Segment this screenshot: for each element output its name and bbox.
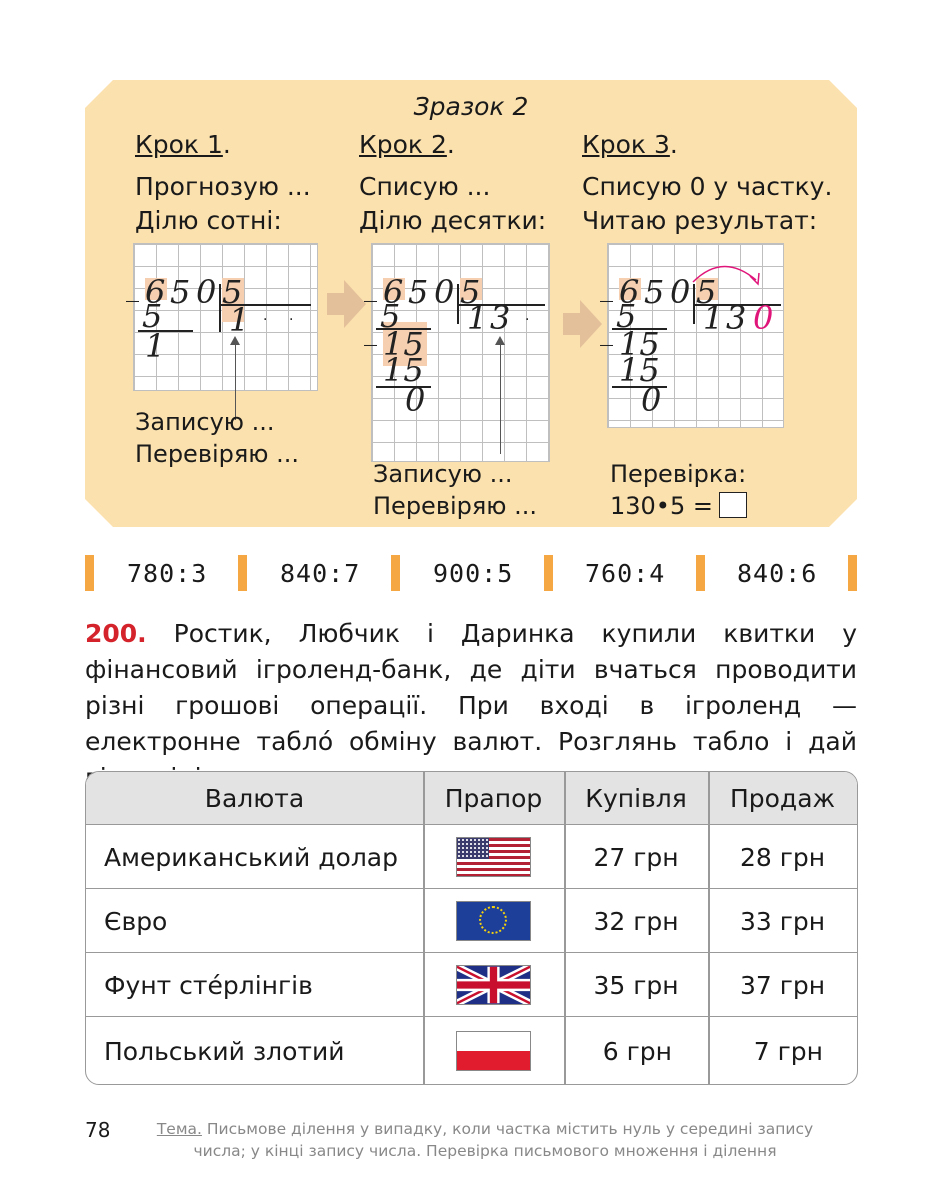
subtrahend: 5 <box>616 297 637 335</box>
dividend-digit: 6 <box>619 273 640 311</box>
step-text: Ділю сотні: <box>135 206 282 235</box>
divisor: 5 <box>460 273 481 311</box>
quotient-zero: 0 <box>753 299 774 337</box>
page-number: 78 <box>85 1118 111 1142</box>
buy-rate: 6 грн <box>602 1036 672 1066</box>
theme-label: Тема. <box>156 1120 202 1138</box>
step-label: Крок 1 <box>135 130 223 159</box>
header-cell: Прапор <box>444 783 543 813</box>
subtrahend: 15 <box>383 351 424 389</box>
table-header: Валюта Прапор Купівля Продаж <box>86 772 857 824</box>
division-grid-3: _ 6 5 0 5 1 3 0 5 _ 15 15 0 <box>607 243 784 428</box>
division-grid-2: _ 6 5 0 5 1 3 · 5 _ 15 15 0 <box>371 243 550 462</box>
currency-name: Американський долар <box>104 842 398 872</box>
example: 780:3 <box>127 559 208 588</box>
dividend-digit: 5 <box>408 273 429 311</box>
eu-flag-icon <box>456 901 531 941</box>
highlight-cell <box>222 278 244 322</box>
table-row: Американський долар 27 грн 28 грн <box>86 824 857 889</box>
sell-rate: 7 грн <box>753 1036 823 1066</box>
quotient-digit: 1 <box>467 299 488 337</box>
remainder: 1 <box>145 327 166 365</box>
step-text: Списую 0 у частку. <box>582 172 833 201</box>
uk-flag-icon <box>456 965 531 1005</box>
quotient-digit: 1 <box>229 301 250 339</box>
quotient-digit: 3 <box>490 299 511 337</box>
example: 840:6 <box>737 559 818 588</box>
sample-title: Зразок 2 <box>413 92 529 121</box>
pointer-arrow <box>500 344 501 454</box>
subtrahend: 5 <box>380 297 401 335</box>
remainder: 0 <box>641 381 662 419</box>
check-expression: 130•5 = <box>610 492 713 520</box>
quotient-digit: 1 <box>703 299 724 337</box>
answer-box[interactable] <box>719 492 747 518</box>
currency-name: Польський злотий <box>104 1036 345 1066</box>
dividend-digit: 5 <box>644 273 665 311</box>
table-row: Фунт сте́рлінгів 35 грн 37 грн <box>86 952 857 1017</box>
step-text: Прогнозую ... <box>135 172 311 201</box>
header-cell: Продаж <box>729 783 836 813</box>
partial-dividend: 15 <box>619 325 660 363</box>
divisor: 5 <box>696 273 717 311</box>
step-2: Крок 2. Списую ... Ділю десятки: <box>359 128 546 238</box>
divisor: 5 <box>222 273 243 311</box>
exchange-table: Валюта Прапор Купівля Продаж Американськ… <box>85 771 858 1085</box>
step-1-notes: Записую ... Перевіряю ... <box>135 406 299 470</box>
sell-rate: 33 грн <box>739 906 826 936</box>
buy-rate: 35 грн <box>593 970 679 1000</box>
quotient-digit: 3 <box>726 299 747 337</box>
task-number: 200. <box>85 619 147 648</box>
carry-arrow <box>688 258 768 290</box>
dividend-digit: 0 <box>434 273 455 311</box>
subtrahend: 5 <box>142 297 163 335</box>
note-line: Перевірка: <box>610 460 747 488</box>
task-200: 200. Ростик, Любчик і Даринка купили кви… <box>85 616 857 796</box>
sample-box: Зразок 2 Крок 1. Прогнозую ... Ділю сотн… <box>85 80 857 527</box>
step-text: Списую ... <box>359 172 491 201</box>
highlight-cell <box>145 278 167 300</box>
step-3: Крок 3. Списую 0 у частку. Читаю результ… <box>582 128 832 238</box>
partial-dividend: 15 <box>383 325 424 363</box>
pl-flag-icon <box>456 1031 531 1071</box>
step-text: Читаю результат: <box>582 206 818 235</box>
sell-rate: 28 грн <box>739 842 826 872</box>
step-text: Ділю десятки: <box>359 206 547 235</box>
pointer-arrow <box>235 344 236 420</box>
dividend-digit: 0 <box>670 273 691 311</box>
buy-rate: 32 грн <box>593 906 679 936</box>
subtrahend: 15 <box>619 351 660 389</box>
table-row: Польський злотий 6 грн 7 грн <box>86 1016 857 1084</box>
sell-rate: 37 грн <box>739 970 826 1000</box>
dividend-digit: 5 <box>170 273 191 311</box>
step-2-notes: Записую ... Перевіряю ... <box>373 458 537 522</box>
header-cell: Купівля <box>585 783 687 813</box>
note-line: Записую ... <box>373 460 513 488</box>
us-flag-icon <box>456 837 531 877</box>
table-row: Євро 32 грн 33 грн <box>86 888 857 953</box>
remainder: 0 <box>405 381 426 419</box>
note-line: Перевіряю ... <box>373 492 538 520</box>
dividend-digit: 6 <box>383 273 404 311</box>
step-1: Крок 1. Прогнозую ... Ділю сотні: <box>135 128 311 238</box>
note-line: Записую ... <box>135 408 275 436</box>
step-3-notes: Перевірка: 130•5 = <box>610 458 747 522</box>
theme-text: Письмове ділення у випадку, коли частка … <box>193 1120 814 1160</box>
division-grid-1: _ 6 5 0 5 1 · · 5 1 <box>133 243 318 391</box>
step-label: Крок 2 <box>359 130 447 159</box>
buy-rate: 27 грн <box>593 842 679 872</box>
currency-name: Євро <box>104 906 168 936</box>
example: 900:5 <box>433 559 514 588</box>
dividend-digit: 6 <box>145 273 166 311</box>
step-label: Крок 3 <box>582 130 670 159</box>
dividend-digit: 0 <box>196 273 217 311</box>
example: 840:7 <box>280 559 361 588</box>
examples-row: 780:3 840:7 900:5 760:4 840:6 <box>85 555 857 591</box>
header-cell: Валюта <box>204 783 305 813</box>
currency-name: Фунт сте́рлінгів <box>104 970 313 1000</box>
theme-note: Тема. Письмове ділення у випадку, коли ч… <box>135 1118 835 1162</box>
task-text: Ростик, Любчик і Даринка купили квитки у… <box>85 619 857 792</box>
note-line: Перевіряю ... <box>135 440 300 468</box>
example: 760:4 <box>585 559 666 588</box>
